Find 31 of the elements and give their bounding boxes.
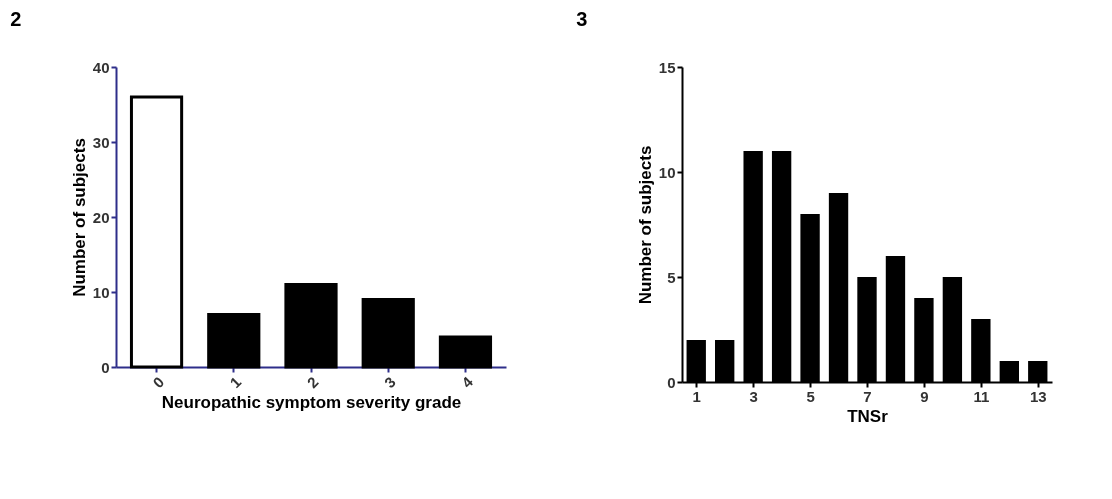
chart-title: 3 xyxy=(576,8,588,30)
y-tick-label: 15 xyxy=(658,58,676,76)
x-axis-title: Neuropathic symptom severity grade xyxy=(161,393,462,413)
y-axis-title: Number of subjects xyxy=(635,145,655,305)
x-tick-label: 3 xyxy=(749,387,758,405)
y-axis-title: Number of subjects xyxy=(69,138,89,297)
x-axis-title: TNSr xyxy=(847,406,889,426)
y-tick-label: 30 xyxy=(92,133,110,151)
bar xyxy=(207,313,261,369)
x-tick-label: 7 xyxy=(863,387,872,405)
chart-title: 2 xyxy=(10,8,22,30)
bar xyxy=(361,298,415,369)
y-tick-label: 10 xyxy=(92,283,110,301)
x-tick-label: 5 xyxy=(806,387,815,405)
x-tick-label: 3 xyxy=(380,373,399,392)
y-tick-label: 20 xyxy=(92,208,110,226)
x-tick-label: 2 xyxy=(303,373,322,392)
x-tick-label: 1 xyxy=(692,387,701,405)
y-tick-label: 0 xyxy=(101,358,110,376)
x-tick-label: 4 xyxy=(458,372,477,392)
x-tick-label: 9 xyxy=(920,387,929,405)
bar xyxy=(438,335,493,369)
x-tick-label: 0 xyxy=(149,373,168,392)
bar xyxy=(284,283,338,369)
x-tick-label: 13 xyxy=(1029,387,1047,405)
y-tick-label: 40 xyxy=(92,58,110,76)
x-tick-label: 1 xyxy=(226,373,245,392)
x-tick-label: 11 xyxy=(973,387,990,405)
bar xyxy=(129,95,184,369)
y-tick-label: 5 xyxy=(667,268,676,286)
y-tick-label: 10 xyxy=(658,163,676,181)
